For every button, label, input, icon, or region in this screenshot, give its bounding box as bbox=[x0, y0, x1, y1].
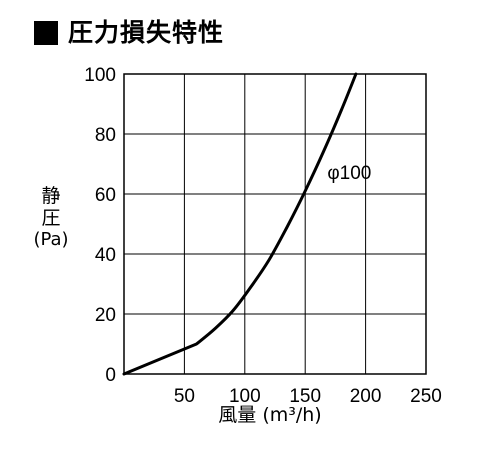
plot-frame bbox=[123, 73, 427, 375]
chart-title-row: 圧力損失特性 bbox=[34, 16, 224, 50]
y-axis-label-char: 静 bbox=[41, 185, 61, 207]
series-line-phi100 bbox=[122, 72, 358, 376]
grid-lines bbox=[124, 74, 426, 374]
y-axis-label-unit: (Pa) bbox=[33, 229, 69, 250]
x-tick-label: 50 bbox=[174, 386, 195, 407]
series-label: φ100 bbox=[327, 163, 371, 184]
y-tick-label: 80 bbox=[95, 125, 116, 146]
x-axis-label: 風量 (m³/h) bbox=[218, 404, 322, 426]
y-tick-label: 40 bbox=[95, 245, 116, 266]
y-tick-label: 20 bbox=[95, 305, 116, 326]
tick-labels: 0 20 40 60 80 100 50 100 150 200 250 bbox=[84, 65, 442, 407]
y-axis-label-char: 圧 bbox=[41, 207, 61, 229]
chart-title: 圧力損失特性 bbox=[68, 18, 225, 47]
series-layer bbox=[122, 72, 358, 376]
x-tick-label: 200 bbox=[350, 386, 382, 407]
y-tick-label: 60 bbox=[95, 185, 116, 206]
x-tick-label: 150 bbox=[289, 386, 321, 407]
y-tick-label: 0 bbox=[105, 365, 116, 386]
annotation-layer: φ100 bbox=[327, 163, 371, 184]
x-tick-label: 250 bbox=[410, 386, 442, 407]
y-tick-label: 100 bbox=[84, 65, 116, 86]
y-axis-label: 静 圧 (Pa) bbox=[22, 185, 80, 251]
x-tick-label: 100 bbox=[229, 386, 261, 407]
title-square-bullet bbox=[34, 21, 58, 45]
